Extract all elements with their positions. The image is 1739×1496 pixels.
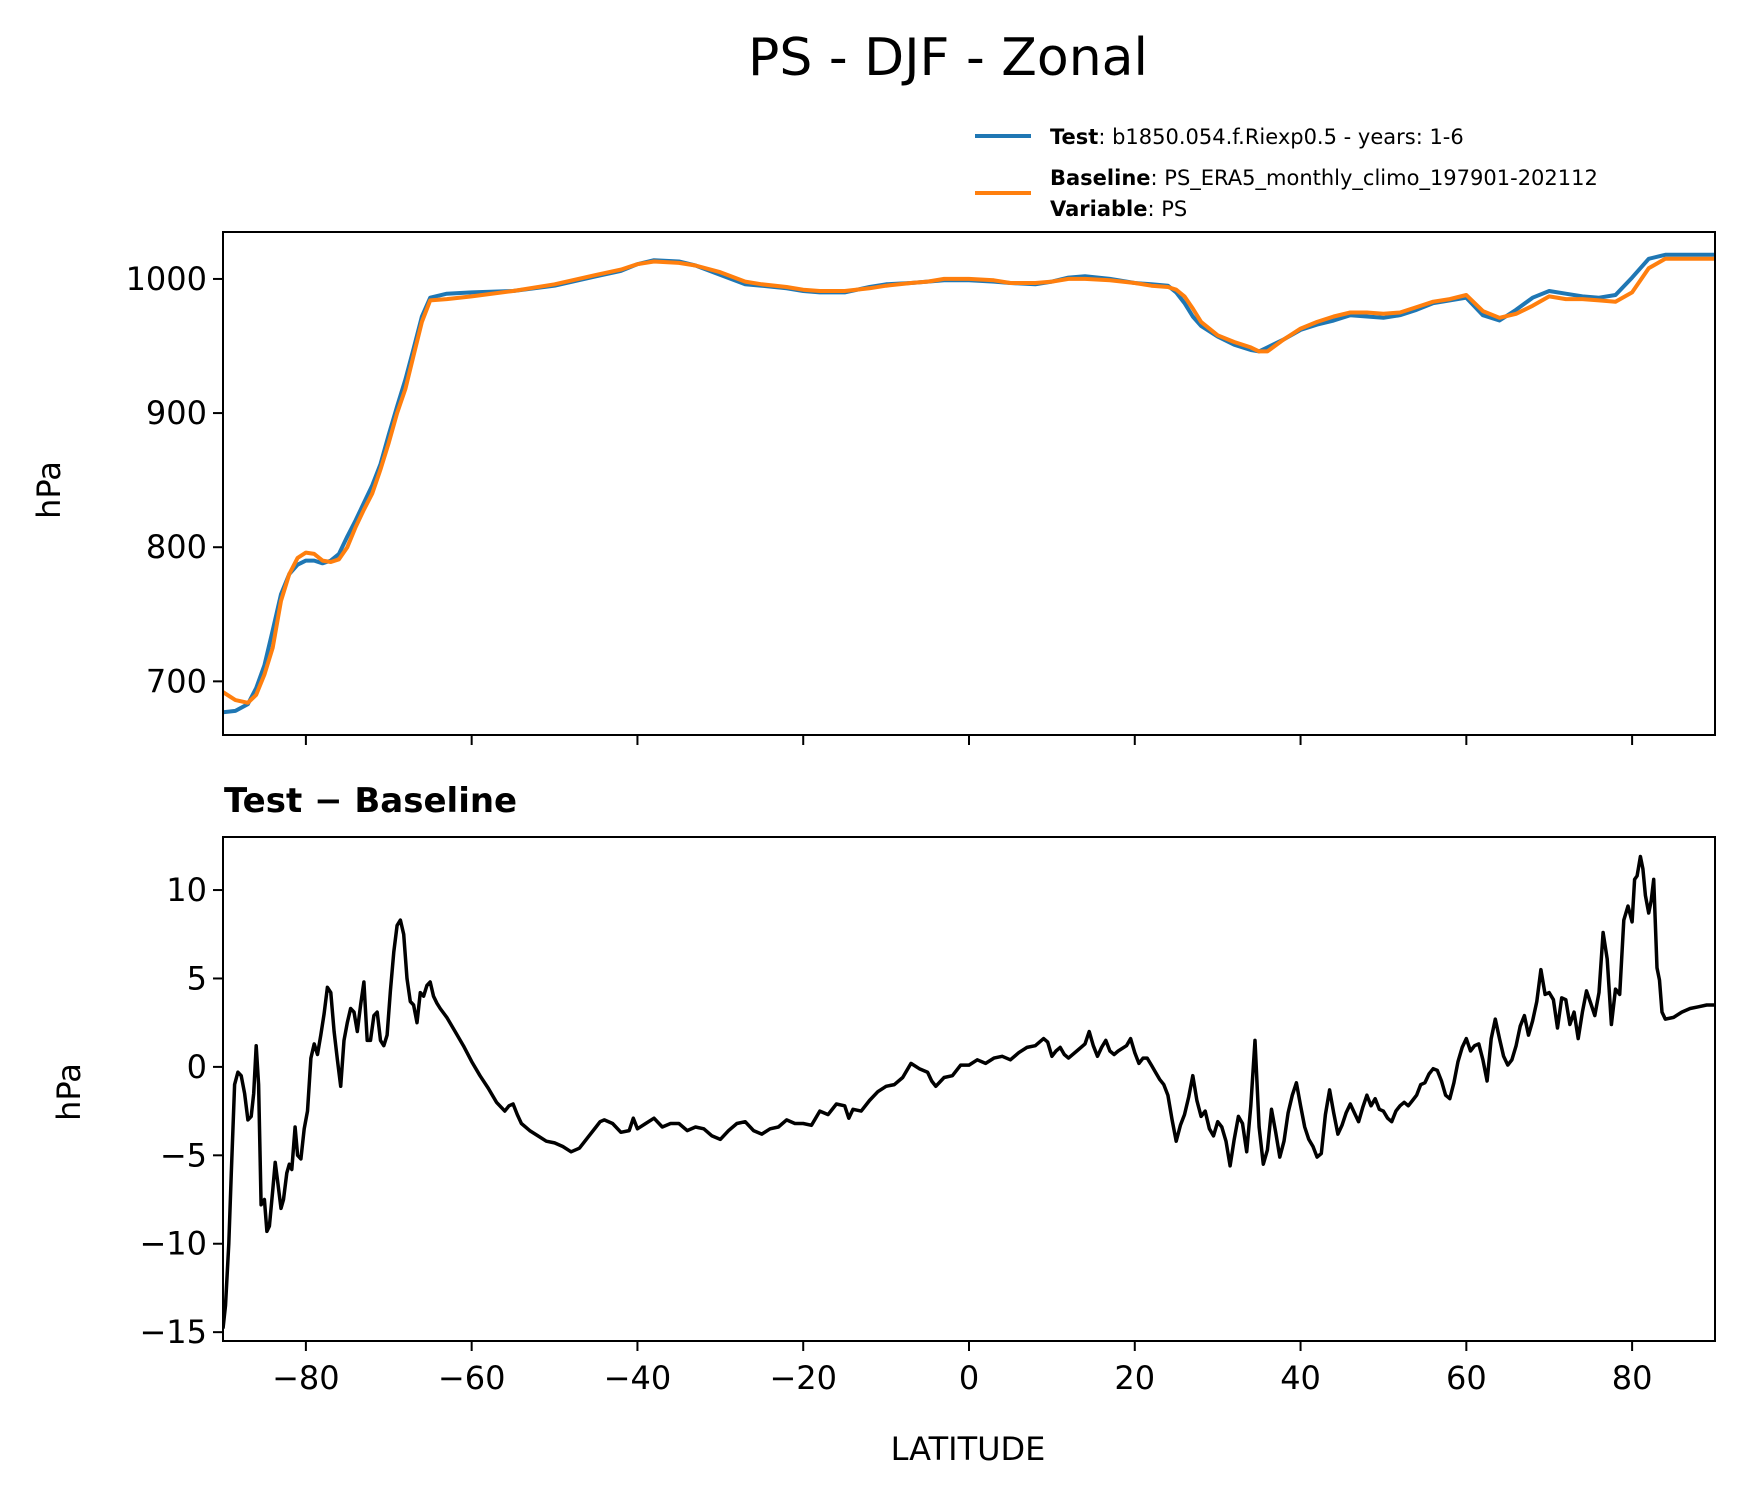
top-test-series-line — [223, 252, 1715, 715]
bottom-x-tick-label: −80 — [272, 1359, 340, 1397]
bottom-series-group — [223, 854, 1715, 1329]
top-series-group — [223, 252, 1715, 715]
bottom-x-tick-label: 60 — [1446, 1359, 1487, 1397]
bottom-difference-series-line — [223, 854, 1715, 1329]
bottom-plot-frame — [222, 836, 1716, 1342]
top-y-tick-label: 800 — [146, 528, 207, 566]
top-baseline-series-line — [223, 256, 1715, 705]
bottom-y-tick-label: −10 — [139, 1225, 207, 1263]
top-y-axis-label: hPa — [30, 461, 68, 519]
bottom-y-tick-label: −5 — [160, 1136, 207, 1174]
top-y-tick-label: 900 — [146, 394, 207, 432]
bottom-x-tick-label: −40 — [604, 1359, 672, 1397]
legend-test-sep: : — [1098, 125, 1112, 149]
bottom-y-tick-label: 5 — [187, 959, 207, 997]
bottom-panel-title: Test − Baseline — [224, 781, 517, 821]
legend: Test: b1850.054.f.Riexp0.5 - years: 1-6 … — [975, 125, 1598, 221]
legend-baseline-key: Baseline — [1050, 166, 1151, 190]
bottom-y-tick-label: 0 — [187, 1048, 207, 1086]
bottom-y-tick-label: −15 — [139, 1313, 207, 1351]
figure-title: PS - DJF - Zonal — [748, 28, 1148, 88]
bottom-y-tick-label: 10 — [166, 871, 207, 909]
legend-variable-key: Variable — [1050, 197, 1147, 221]
top-y-tick-label: 1000 — [126, 260, 207, 298]
bottom-x-tick-label: 0 — [959, 1359, 979, 1397]
legend-test-entry: Test: b1850.054.f.Riexp0.5 - years: 1-6 — [1050, 125, 1464, 149]
legend-test-text: b1850.054.f.Riexp0.5 - years: 1-6 — [1112, 125, 1464, 149]
bottom-y-axis-label: hPa — [50, 1063, 88, 1121]
bottom-axis-group: −15 −10 −5 0 5 10 −80 −60 −40 −20 0 20 40 60 80 — [139, 871, 1652, 1397]
bottom-x-tick-label: −60 — [438, 1359, 506, 1397]
bottom-x-tick-label: −20 — [769, 1359, 837, 1397]
bottom-x-axis-label: LATITUDE — [891, 1430, 1046, 1468]
top-plot-frame — [222, 231, 1716, 736]
legend-test-key: Test — [1050, 125, 1098, 149]
legend-variable-text: PS — [1161, 197, 1187, 221]
top-panel: 700 800 900 1000 hPa — [30, 231, 1716, 745]
legend-variable-sep: : — [1147, 197, 1161, 221]
legend-baseline-sep: : — [1151, 166, 1165, 190]
top-axis-group: 700 800 900 1000 — [126, 260, 1634, 745]
legend-baseline-entry: Baseline: PS_ERA5_monthly_climo_197901-2… — [1050, 166, 1598, 191]
top-y-tick-label: 700 — [146, 662, 207, 700]
bottom-x-tick-label: 80 — [1612, 1359, 1653, 1397]
bottom-x-tick-label: 40 — [1280, 1359, 1321, 1397]
bottom-panel: Test − Baseline −15 −10 −5 0 5 10 −80 −60 −40 −20… — [50, 781, 1716, 1468]
legend-baseline-text: PS_ERA5_monthly_climo_197901-202112 — [1164, 166, 1598, 191]
bottom-x-tick-label: 20 — [1114, 1359, 1155, 1397]
legend-variable-entry: Variable: PS — [1050, 197, 1187, 221]
